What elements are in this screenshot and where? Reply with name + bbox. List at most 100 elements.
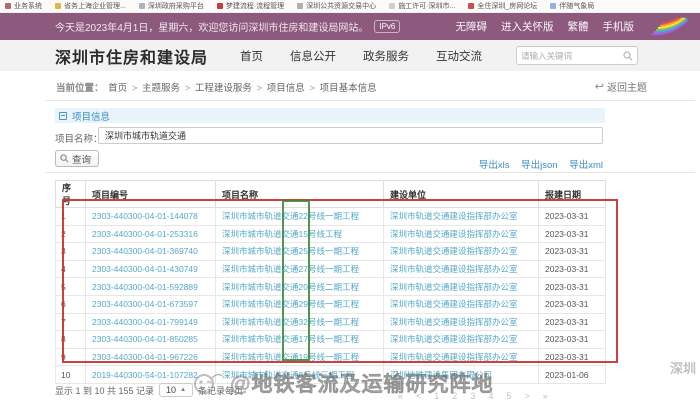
project-code-link[interactable]: 2303-440300-04-01-592889: [92, 281, 198, 292]
bookmark-label: 全住深圳_房网论坛: [477, 3, 538, 10]
project-name-link[interactable]: 深圳市城市轨道交通32号线一期工程: [222, 316, 359, 327]
row-seq: 4: [55, 259, 86, 279]
page-size-value: 10: [166, 385, 177, 395]
pager-first[interactable]: «: [398, 391, 404, 401]
watermark-corner-text: 深圳: [669, 361, 696, 376]
crumb-home[interactable]: 首页: [108, 82, 128, 94]
project-name-link[interactable]: 深圳市城市轨道交通19号线一期工程: [222, 352, 359, 363]
return-to-topic-button[interactable]: ↩ 返回主题: [595, 79, 647, 94]
breadcrumb: 当前位置： 首页 > 主题服务 > 工程建设服务 > 项目信息 > 项目基本信息: [55, 80, 378, 94]
table-row: 4 2303-440300-04-01-430749 深圳市城市轨道交通27号线一期…: [55, 259, 606, 279]
search-input[interactable]: [521, 50, 623, 61]
pager-page-5[interactable]: 5: [506, 391, 512, 401]
crumb-theme-services[interactable]: 主题服务: [142, 82, 181, 94]
filing-date: 2023-03-31: [538, 259, 606, 279]
col-unit: 建设单位: [383, 180, 539, 208]
builder-unit-link[interactable]: 深圳市轨道交通建设指挥部办公室: [390, 246, 518, 257]
export-json-link[interactable]: 导出json: [521, 160, 558, 171]
crumb-construction-services[interactable]: 工程建设服务: [194, 82, 252, 94]
breadcrumb-prefix: 当前位置：: [56, 82, 104, 94]
nav-interaction[interactable]: 互动交流: [436, 50, 483, 63]
bookmark-item[interactable]: 深圳公共资源交易中心: [297, 1, 376, 11]
builder-unit-link[interactable]: 深圳市轨道交通建设指挥部办公室: [390, 352, 518, 363]
breadcrumb-separator: >: [184, 82, 191, 94]
traditional-chinese-link[interactable]: 繁體: [567, 21, 589, 33]
pager-prev[interactable]: <: [416, 391, 422, 401]
builder-unit-link[interactable]: 深圳市轨道交通建设指挥部办公室: [390, 281, 518, 292]
project-name-link[interactable]: 深圳市城市轨道交通20号线二期工程: [222, 281, 359, 292]
builder-unit-link[interactable]: 深圳市轨道交通建设指挥部办公室: [390, 228, 518, 239]
row-seq: 9: [55, 347, 86, 367]
pagination-bar: 显示 1 到 10 共 155 记录 10 ▲ 条记录每页: [55, 383, 243, 397]
bookmark-item[interactable]: 施工许可·深圳市...: [389, 1, 455, 11]
breadcrumb-row: 当前位置： 首页 > 主题服务 > 工程建设服务 > 项目信息 > 项目基本信息…: [55, 79, 647, 94]
site-header: 深圳市住房和建设局 首页 信息公开 政务服务 互动交流: [0, 40, 700, 71]
bookmark-item[interactable]: 伴随气象局: [550, 1, 594, 11]
pager-page-2[interactable]: 2: [452, 391, 458, 401]
project-name-link[interactable]: 深圳市城市轨道交通22号线一期工程: [222, 211, 359, 222]
export-links: 导出xls 导出json 导出xml: [55, 157, 603, 171]
project-name-link[interactable]: 深圳市城市轨道交通25号线一期工程: [222, 246, 359, 257]
query-button[interactable]: 查询: [55, 150, 100, 167]
filing-date: 2023-03-31: [538, 312, 606, 332]
project-name-link[interactable]: 深圳市城市轨道交通8号线三期工程: [222, 369, 355, 380]
project-name-input[interactable]: [98, 127, 603, 144]
favicon-icon: [216, 3, 223, 9]
builder-unit-link[interactable]: 深圳市轨道交通建设指挥部办公室: [390, 264, 518, 275]
builder-unit-link[interactable]: 深圳地铁建设集团有限公司: [390, 369, 493, 380]
bookmark-item[interactable]: 业务系统: [5, 1, 42, 11]
pager-next[interactable]: >: [524, 391, 530, 401]
project-code-link[interactable]: 2303-440300-04-01-253316: [92, 228, 198, 239]
builder-unit-link[interactable]: 深圳市轨道交通建设指挥部办公室: [390, 334, 518, 345]
crumb-project-basic-info[interactable]: 项目基本信息: [319, 82, 377, 94]
pager-page-3[interactable]: 3: [470, 391, 476, 401]
bookmark-label: 梦建流程·流程管理: [225, 3, 285, 10]
project-code-link[interactable]: 2303-440300-04-01-369740: [92, 246, 198, 257]
projects-table: 序号 项目编号 项目名称 建设单位 报建日期 1 2303-440300-04-0…: [55, 180, 606, 384]
project-code-link[interactable]: 2303-440300-04-01-850285: [92, 334, 198, 345]
panel-list-icon: [59, 111, 67, 120]
table-row: 9 2303-440300-04-01-967226 深圳市城市轨道交通19号线一期…: [55, 347, 606, 367]
bookmark-item[interactable]: 省务上海企业管理...: [55, 1, 126, 11]
bookmark-item[interactable]: 深圳政府采购平台: [138, 1, 204, 11]
pager-last[interactable]: »: [542, 391, 548, 401]
pager-page-1[interactable]: 1: [434, 391, 440, 401]
query-button-label: 查询: [72, 154, 92, 166]
nav-gov-services[interactable]: 政务服务: [363, 50, 410, 63]
project-code-link[interactable]: 2303-440300-04-01-144078: [92, 211, 198, 222]
bookmark-item[interactable]: 梦建流程·流程管理: [216, 1, 285, 11]
filing-date: 2023-03-31: [538, 207, 606, 226]
filing-date: 2023-03-31: [538, 224, 606, 244]
favicon-icon: [5, 3, 11, 9]
favicon-icon: [138, 3, 145, 9]
project-name-link[interactable]: 深圳市城市轨道交通29号线一期工程: [222, 299, 359, 310]
project-code-link[interactable]: 2303-440300-04-01-673597: [92, 299, 198, 310]
site-title: 深圳市住房和建设局: [55, 49, 209, 67]
mobile-version-link[interactable]: 手机版: [602, 21, 635, 33]
nav-info-disclosure[interactable]: 信息公开: [290, 50, 337, 63]
export-xml-link[interactable]: 导出xml: [569, 160, 603, 171]
bookmark-label: 施工许可·深圳市...: [398, 3, 456, 10]
care-version-link[interactable]: 进入关怀版: [501, 21, 554, 33]
page-size-dropdown[interactable]: 10 ▲: [159, 383, 194, 397]
project-code-link[interactable]: 2303-440300-04-01-967226: [92, 352, 198, 363]
site-search-box[interactable]: [516, 46, 638, 65]
crumb-project-info[interactable]: 项目信息: [266, 82, 305, 94]
bookmark-item[interactable]: 全住深圳_房网论坛: [468, 1, 537, 11]
builder-unit-link[interactable]: 深圳市轨道交通建设指挥部办公室: [390, 211, 518, 222]
search-icon[interactable]: [623, 50, 633, 61]
project-name-link[interactable]: 深圳市城市轨道交通15号线工程: [222, 228, 342, 239]
project-name-link[interactable]: 深圳市城市轨道交通27号线一期工程: [222, 264, 359, 275]
pager-page-4[interactable]: 4: [488, 391, 494, 401]
table-row: 3 2303-440300-04-01-369740 深圳市城市轨道交通25号线一期…: [55, 242, 606, 261]
project-code-link[interactable]: 2019-440300-54-01-107282: [92, 369, 198, 380]
project-name-link[interactable]: 深圳市城市轨道交通17号线一期工程: [222, 334, 359, 345]
builder-unit-link[interactable]: 深圳市轨道交通建设指挥部办公室: [390, 316, 518, 327]
project-code-link[interactable]: 2303-440300-04-01-430749: [92, 264, 198, 275]
browser-bookmarks-bar: 业务系统 省务上海企业管理... 深圳政府采购平台 梦建流程·流程管理 深圳公共…: [0, 0, 700, 13]
export-xls-link[interactable]: 导出xls: [478, 160, 510, 171]
project-code-link[interactable]: 2303-440300-04-01-799149: [92, 316, 198, 327]
builder-unit-link[interactable]: 深圳市轨道交通建设指挥部办公室: [390, 299, 518, 310]
accessibility-link[interactable]: 无障碍: [455, 21, 488, 33]
nav-home[interactable]: 首页: [240, 50, 264, 63]
